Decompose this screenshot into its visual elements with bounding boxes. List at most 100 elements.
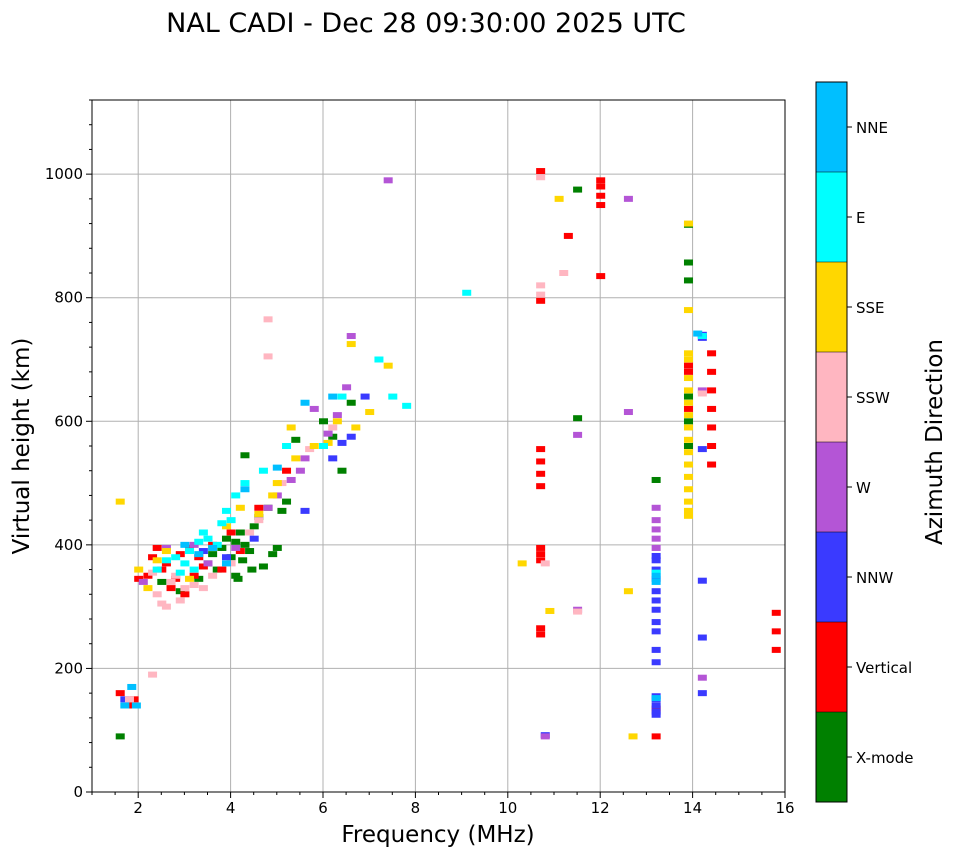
data-point-vertical xyxy=(161,560,171,567)
data-point-ssw xyxy=(536,282,546,289)
data-point-vertical xyxy=(707,350,717,357)
data-point-e xyxy=(374,356,384,363)
data-point-w xyxy=(272,492,282,499)
data-point-sse xyxy=(134,566,144,573)
data-point-xmode xyxy=(573,186,583,193)
data-point-ssw xyxy=(697,390,707,397)
y-axis-ticks: 0 200 400 600 800 1000 xyxy=(45,99,92,801)
data-point-xmode xyxy=(175,588,185,595)
data-point-vertical xyxy=(707,387,717,394)
data-point-w xyxy=(332,412,342,419)
data-point-e xyxy=(203,535,213,542)
data-point-vertical xyxy=(651,705,661,712)
data-point-ssw xyxy=(559,270,569,276)
data-point-ssw xyxy=(175,597,185,604)
data-point-xmode xyxy=(240,452,250,459)
data-point-w xyxy=(623,195,633,202)
data-point-sse xyxy=(323,439,333,446)
data-point-ssw xyxy=(536,291,546,298)
colorbar-swatch xyxy=(816,82,847,172)
data-point-e xyxy=(226,517,236,524)
data-point-vertical xyxy=(536,297,546,304)
data-point-sse xyxy=(683,449,693,456)
data-point-sse xyxy=(152,557,162,564)
data-point-w xyxy=(651,517,661,524)
data-point-vertical xyxy=(134,575,144,582)
data-point-sse xyxy=(683,307,693,314)
data-point-vertical xyxy=(707,405,717,412)
data-point-nne xyxy=(208,544,218,551)
data-point-nnw xyxy=(651,575,661,582)
data-point-ssw xyxy=(157,600,167,607)
data-point-w xyxy=(342,384,352,391)
data-point-vertical xyxy=(536,625,546,632)
data-point-vertical xyxy=(536,483,546,490)
data-point-sse xyxy=(235,504,245,511)
data-point-xmode xyxy=(221,535,231,542)
data-point-nne xyxy=(300,399,310,406)
data-point-nnw xyxy=(651,566,661,573)
data-point-ssw xyxy=(148,671,158,678)
data-point-vertical xyxy=(771,628,781,635)
data-point-e xyxy=(217,520,227,527)
data-point-xmode xyxy=(291,436,301,443)
data-point-vertical xyxy=(683,362,693,369)
data-point-sse xyxy=(332,418,342,425)
data-point-w xyxy=(161,544,171,551)
colorbar-swatch xyxy=(816,352,847,442)
data-point-vertical xyxy=(596,192,606,199)
colorbar-tick-label: W xyxy=(856,479,871,497)
data-point-sse xyxy=(683,498,693,505)
data-point-ssw xyxy=(148,569,158,576)
data-point-w xyxy=(189,541,199,548)
chart-title: NAL CADI - Dec 28 09:30:00 2025 UTC xyxy=(166,8,686,39)
data-point-w xyxy=(540,733,550,740)
data-point-ssw xyxy=(263,353,273,360)
data-point-sse xyxy=(143,585,153,592)
data-point-vertical xyxy=(596,183,606,190)
data-point-e xyxy=(212,541,222,548)
data-point-xmode xyxy=(346,399,356,406)
data-point-nnw xyxy=(651,711,661,718)
data-point-ssw xyxy=(573,608,583,615)
data-point-sse xyxy=(383,362,393,369)
colorbar-swatch xyxy=(816,622,847,712)
data-point-ssw xyxy=(263,316,273,323)
data-point-sse xyxy=(291,455,301,462)
data-point-vertical xyxy=(707,424,717,431)
data-point-sse xyxy=(683,507,693,514)
data-point-nnw xyxy=(697,634,707,641)
data-point-ssw xyxy=(152,591,162,598)
x-tick-label: 16 xyxy=(775,799,794,817)
colorbar-tick-label: SSE xyxy=(856,299,885,317)
data-point-nnw xyxy=(697,690,707,697)
data-point-sse xyxy=(286,424,296,431)
data-point-sse xyxy=(545,607,555,614)
colorbar-swatch xyxy=(816,262,847,352)
data-point-vertical xyxy=(771,609,781,616)
data-point-sse xyxy=(683,473,693,480)
data-point-xmode xyxy=(337,467,347,474)
data-point-e xyxy=(194,538,204,545)
data-point-xmode xyxy=(194,575,204,582)
data-point-nnw xyxy=(651,606,661,613)
data-point-sse xyxy=(221,523,231,530)
x-tick-label: 4 xyxy=(226,799,236,817)
data-point-ssw xyxy=(180,585,190,592)
x-tick-label: 10 xyxy=(498,799,517,817)
data-point-vertical xyxy=(771,646,781,653)
y-tick-label: 200 xyxy=(54,659,83,677)
plot-area xyxy=(92,100,785,792)
data-point-nne xyxy=(272,464,282,471)
data-point-vertical xyxy=(175,551,185,558)
data-point-nne xyxy=(651,578,661,585)
colorbar-swatch xyxy=(816,532,847,622)
data-point-vertical xyxy=(198,563,208,570)
data-point-vertical xyxy=(707,368,717,375)
data-point-nnw xyxy=(249,535,259,542)
data-point-w xyxy=(651,504,661,511)
data-point-e xyxy=(189,566,199,573)
data-point-e xyxy=(337,393,347,400)
data-point-sse xyxy=(683,461,693,468)
